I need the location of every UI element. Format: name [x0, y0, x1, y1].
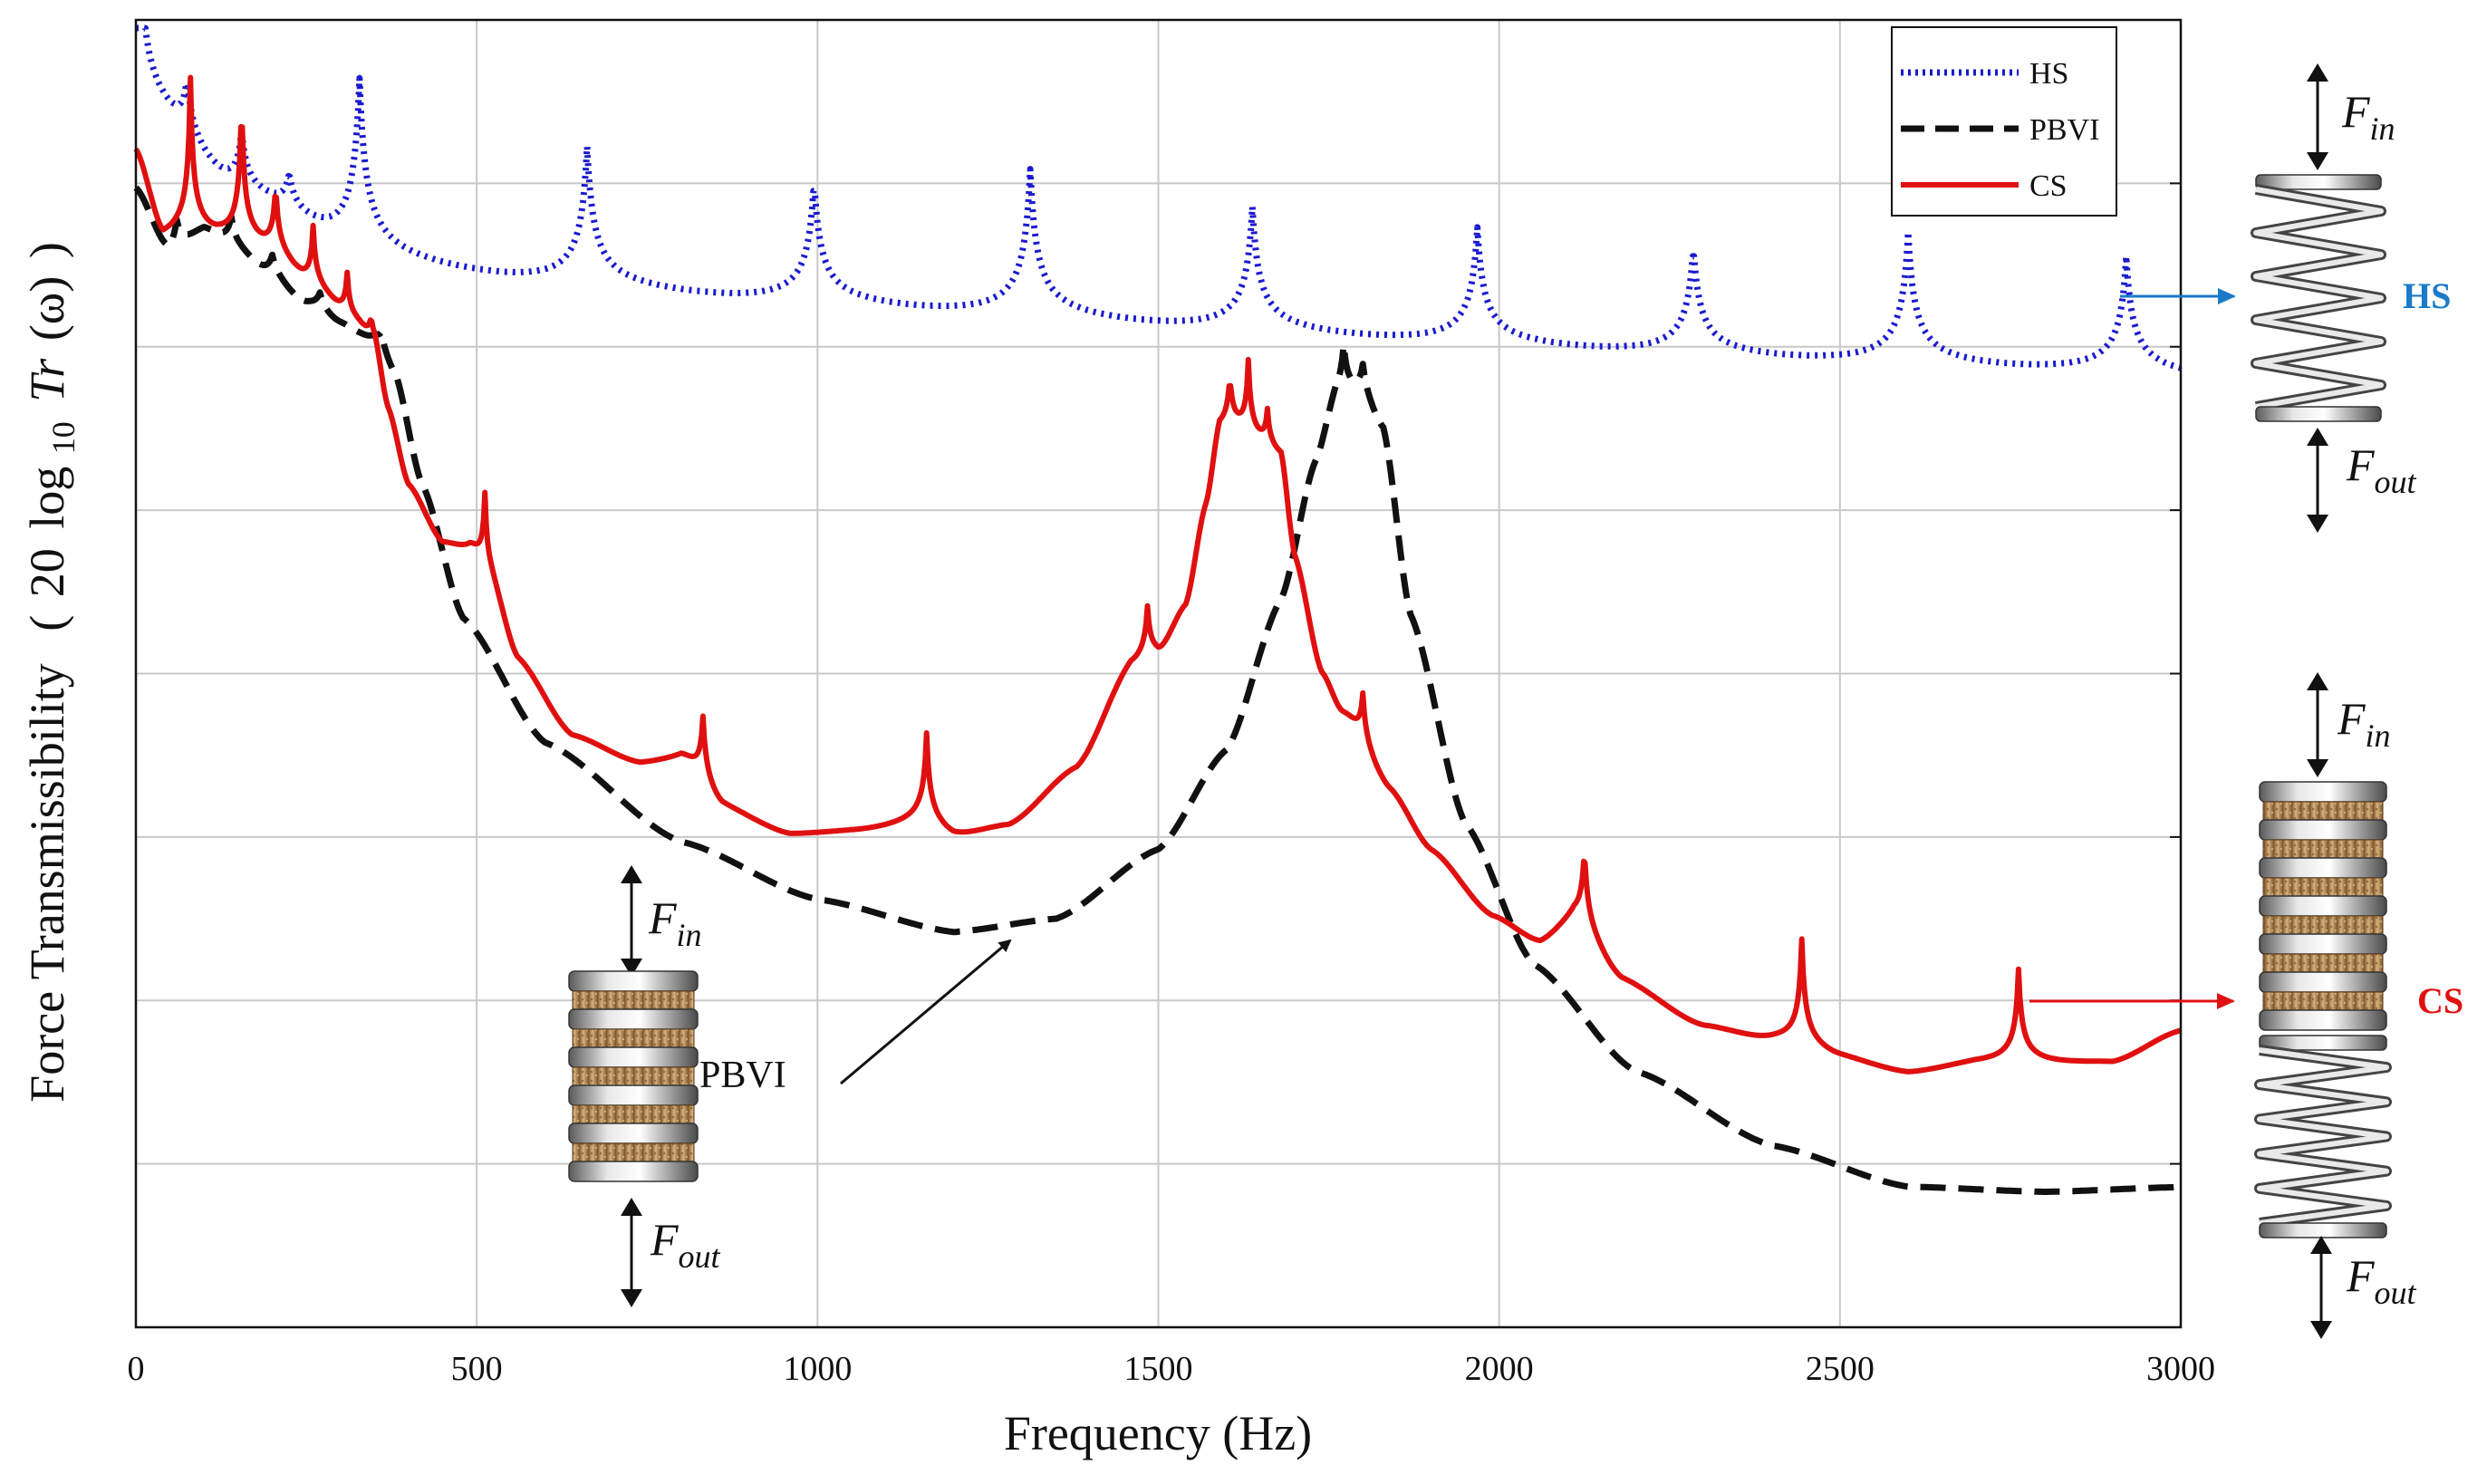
- svg-text:PBVI: PBVI: [2029, 113, 2099, 147]
- legend-entry-hs: HS: [1901, 57, 2068, 91]
- cs-stack-icon: [2259, 781, 2387, 1031]
- pbvi-fin-label: Fin: [648, 892, 702, 953]
- legend-entry-cs: CS: [1901, 169, 2068, 203]
- legend-entry-pbvi: PBVI: [1901, 113, 2099, 147]
- pbvi-annotation-label: PBVI: [699, 1055, 786, 1096]
- svg-text:Force Transmissibility (: Force Transmissibility ( 20 log 10 Tr (ω…: [20, 242, 85, 1103]
- hs-illustration: Fin Fout HS: [2120, 63, 2451, 533]
- y-axis-label-main: Force Transmissibility: [20, 663, 74, 1103]
- plot-frame: [134, 18, 2183, 1329]
- hs-fin-label: Fin: [2341, 86, 2395, 147]
- x-axis-label: Frequency (Hz): [1004, 1406, 1312, 1460]
- pbvi-illustration: Fin Fout PBVI: [568, 865, 1012, 1307]
- cs-fout-label: Fout: [2346, 1250, 2417, 1311]
- cs-tag: CS: [2417, 980, 2463, 1021]
- svg-text:HS: HS: [2029, 57, 2068, 91]
- x-tick-label: 500: [451, 1350, 503, 1388]
- series-layer: [133, 24, 2183, 1195]
- series-line-pbvi: [133, 185, 2183, 1195]
- cs-fin-label: Fin: [2337, 693, 2391, 754]
- x-tick-label: 2000: [1465, 1350, 1534, 1388]
- hs-fout-label: Fout: [2346, 439, 2417, 500]
- pbvi-pointer-arrow: [840, 939, 1012, 1085]
- hs-tag: HS: [2403, 275, 2451, 316]
- x-tick-label: 0: [128, 1350, 145, 1388]
- hs-spring-icon: [2251, 174, 2386, 422]
- legend: HS PBVI CS: [1891, 26, 2117, 217]
- series-line-cs: [133, 74, 2183, 1074]
- series-line-hs: [134, 24, 2183, 371]
- y-axis-label: Force Transmissibility ( 20 log 10 Tr (ω…: [20, 242, 85, 1103]
- x-tick-label: 2500: [1806, 1350, 1875, 1388]
- cs-illustration: Fin Fout CS: [2029, 672, 2463, 1339]
- x-tick-label: 1500: [1124, 1350, 1193, 1388]
- x-tick-labels: 0 500 1000 1500 2000 2500 3000: [128, 1350, 2216, 1388]
- pbvi-stack-icon: [568, 970, 699, 1182]
- svg-text:CS: CS: [2029, 169, 2068, 203]
- grid-layer: [136, 20, 2181, 1327]
- cs-spring-icon: [2254, 1035, 2392, 1238]
- pbvi-fout-label: Fout: [650, 1214, 721, 1275]
- x-tick-label: 3000: [2146, 1350, 2215, 1388]
- x-tick-label: 1000: [783, 1350, 852, 1388]
